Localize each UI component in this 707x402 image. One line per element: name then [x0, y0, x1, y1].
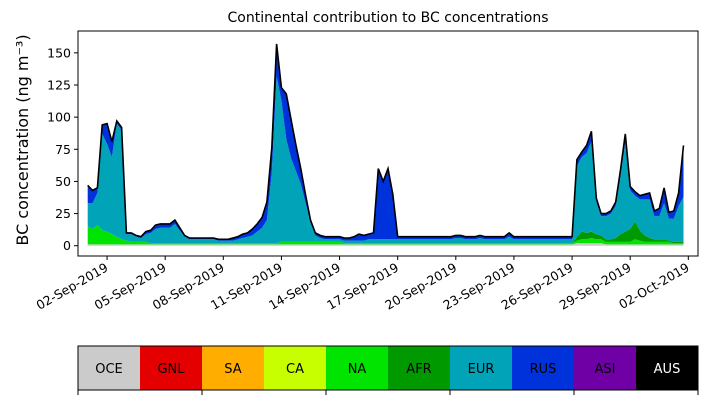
color-legend: OCE GNL SA CA NA AFR EUR RUS ASI AUS	[77, 345, 699, 395]
legend-label-eur: EUR	[468, 362, 495, 377]
y-axis-label: BC concentration (ng m⁻³)	[13, 34, 32, 245]
legend-frame	[77, 345, 699, 391]
legend-swatch-ca	[264, 346, 327, 390]
area-afr	[87, 221, 684, 244]
y-tick-label: 0	[63, 238, 71, 253]
area-eur	[87, 76, 684, 244]
legend-label-gnl: GNL	[157, 362, 185, 377]
legend-swatch-rus	[512, 346, 575, 390]
legend-label-rus: RUS	[530, 362, 557, 377]
y-tick-label: 50	[55, 174, 71, 189]
plot-frame	[77, 30, 699, 257]
y-tick-label: 125	[47, 78, 71, 93]
legend-swatch-asi	[574, 346, 637, 390]
x-axis-ticks: 02-Sep-201905-Sep-201908-Sep-201911-Sep-…	[34, 256, 692, 313]
legend-swatch-sa	[202, 346, 265, 390]
legend-label-asi: ASI	[595, 362, 616, 377]
y-tick-label: 25	[55, 206, 71, 221]
y-axis-ticks: 0 25 50 75 100 125 150	[47, 45, 78, 253]
stacked-areas	[87, 43, 684, 246]
legend-swatch-na	[326, 346, 389, 390]
legend-swatch-aus	[636, 346, 699, 390]
chart-title: Continental contribution to BC concentra…	[227, 10, 548, 26]
y-tick-label: 150	[47, 45, 71, 60]
area-na	[87, 225, 684, 245]
legend-label-na: NA	[348, 362, 367, 377]
legend-label-ca: CA	[286, 362, 304, 377]
total-concentration-line	[87, 43, 685, 241]
legend-label-sa: SA	[224, 362, 241, 377]
legend-label-aus: AUS	[654, 362, 681, 377]
area-rus	[87, 43, 684, 241]
legend-label-afr: AFR	[406, 362, 431, 377]
legend-swatch-oce	[78, 346, 141, 390]
y-tick-label: 75	[55, 142, 71, 157]
legend-swatch-gnl	[140, 346, 203, 390]
legend-swatch-afr	[388, 346, 451, 390]
y-tick-label: 100	[47, 110, 71, 125]
legend-label-oce: OCE	[95, 362, 123, 377]
legend-swatch-eur	[450, 346, 513, 390]
